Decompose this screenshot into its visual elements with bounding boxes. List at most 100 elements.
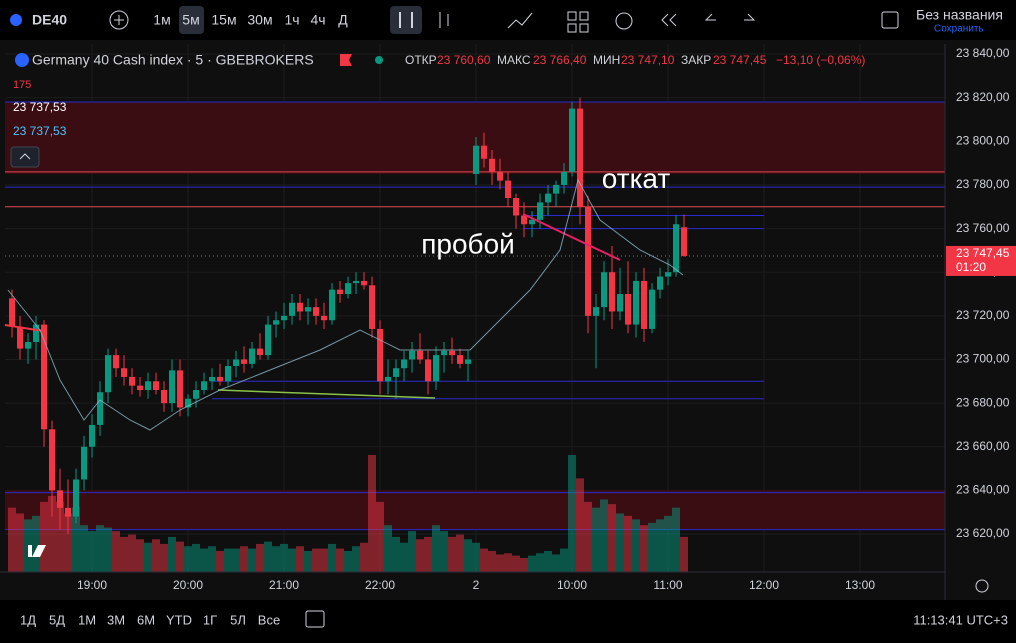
change-value: −13,10 (−0,06%): [776, 53, 865, 67]
candle-body: [577, 108, 583, 207]
volume-bar: [528, 555, 536, 572]
volume-bar: [512, 555, 520, 572]
candle-body: [185, 398, 191, 408]
candle-body: [457, 355, 463, 364]
volume-bar: [192, 543, 200, 572]
plot: [5, 44, 945, 572]
x-tick-label: 10:00: [557, 578, 587, 592]
date-range-icon[interactable]: [305, 610, 325, 628]
range-button[interactable]: 1М: [78, 612, 96, 627]
candle-body: [153, 381, 159, 391]
volume-bar: [344, 550, 352, 572]
candle-body: [521, 215, 527, 225]
volume-bar: [120, 536, 128, 572]
candle-body: [489, 158, 495, 172]
settings-icon[interactable]: [975, 579, 989, 593]
toolbar: [0, 0, 1016, 40]
range-button[interactable]: 6М: [137, 612, 155, 627]
legend: Germany 40 Cash index · 5 · GBEBROKERS О…: [10, 52, 865, 168]
candle-body: [441, 350, 447, 356]
volume-bar: [608, 504, 616, 572]
candle-body: [329, 289, 335, 321]
volume-bar: [624, 515, 632, 572]
collapse-button[interactable]: [10, 146, 40, 168]
candle-body: [369, 285, 375, 329]
range-button[interactable]: 1Г: [203, 612, 217, 627]
volume-bar: [176, 541, 184, 572]
candle-body: [537, 202, 543, 220]
interval[interactable]: 30м: [247, 12, 272, 28]
layout-name[interactable]: Без названия: [916, 7, 1003, 23]
volume-bar: [72, 507, 80, 572]
volume-bar: [136, 539, 144, 572]
interval[interactable]: 5м: [182, 12, 199, 28]
high-label: МАКС: [497, 53, 531, 67]
volume-bar: [592, 507, 600, 572]
volume-bar: [112, 531, 120, 572]
symbol[interactable]: DE40: [32, 12, 67, 28]
range-button[interactable]: 3М: [107, 612, 125, 627]
candle-body: [313, 307, 319, 316]
x-tick-label: 2: [473, 578, 480, 592]
volume-bar: [544, 550, 552, 572]
volume-bar: [240, 546, 248, 572]
trend-line: [522, 213, 621, 261]
interval[interactable]: 1м: [153, 12, 170, 28]
volume-bar: [216, 550, 224, 572]
interval[interactable]: 1ч: [284, 12, 299, 28]
history-icons[interactable]: [661, 13, 756, 27]
candle-body: [665, 272, 671, 277]
candle-body: [553, 184, 559, 194]
range-button[interactable]: 5Д: [49, 612, 65, 627]
chart-type-button[interactable]: [390, 6, 422, 34]
candle-body: [297, 302, 303, 312]
candle-body: [25, 342, 31, 349]
range-button[interactable]: 5Л: [230, 612, 246, 627]
x-tick-label: 21:00: [269, 578, 299, 592]
volume-bar: [184, 546, 192, 572]
candle-body: [609, 272, 615, 312]
volume-bar: [280, 543, 288, 572]
volume-bar: [32, 515, 40, 572]
interval[interactable]: Д: [338, 12, 348, 28]
candle-body: [593, 307, 599, 316]
range-button[interactable]: YTD: [166, 612, 192, 627]
indicator-value: 175: [13, 79, 31, 91]
candle-body: [345, 283, 351, 295]
candle-body: [417, 350, 423, 360]
layout-icon[interactable]: [881, 11, 899, 29]
volume-bar: [376, 501, 384, 572]
volume-bar: [472, 542, 480, 572]
add-symbol[interactable]: [109, 10, 129, 30]
x-tick-label: 12:00: [749, 578, 779, 592]
range-button[interactable]: Все: [258, 612, 280, 627]
volume-bar: [480, 548, 488, 572]
range-button[interactable]: 1Д: [20, 612, 36, 627]
volume-bar: [464, 539, 472, 572]
add-icon: [114, 15, 124, 25]
volume-bar: [48, 495, 56, 572]
candle-body: [321, 315, 327, 321]
alert-icon[interactable]: [615, 12, 633, 30]
y-tick-label: 23 820,00: [956, 90, 1010, 104]
volume-bar: [144, 542, 152, 572]
interval[interactable]: 15м: [211, 12, 236, 28]
toolbar-icons[interactable]: [439, 11, 589, 33]
candle-body: [497, 171, 503, 181]
candle-body: [681, 227, 687, 256]
candle-body: [49, 429, 55, 491]
volume-bar: [456, 534, 464, 572]
volume-bar: [304, 550, 312, 572]
candle-body: [409, 350, 415, 360]
volume-bar: [264, 541, 272, 572]
indicator-value: 23 737,53: [13, 100, 67, 114]
volume-bar: [8, 507, 16, 572]
candle-body: [201, 381, 207, 391]
interval[interactable]: 4ч: [310, 12, 325, 28]
candle-body: [393, 368, 399, 377]
y-tick-label: 23 620,00: [956, 526, 1010, 540]
volume-bar: [416, 539, 424, 572]
candle-body: [657, 276, 663, 290]
candle-body: [257, 348, 263, 356]
candle-body: [169, 370, 175, 404]
